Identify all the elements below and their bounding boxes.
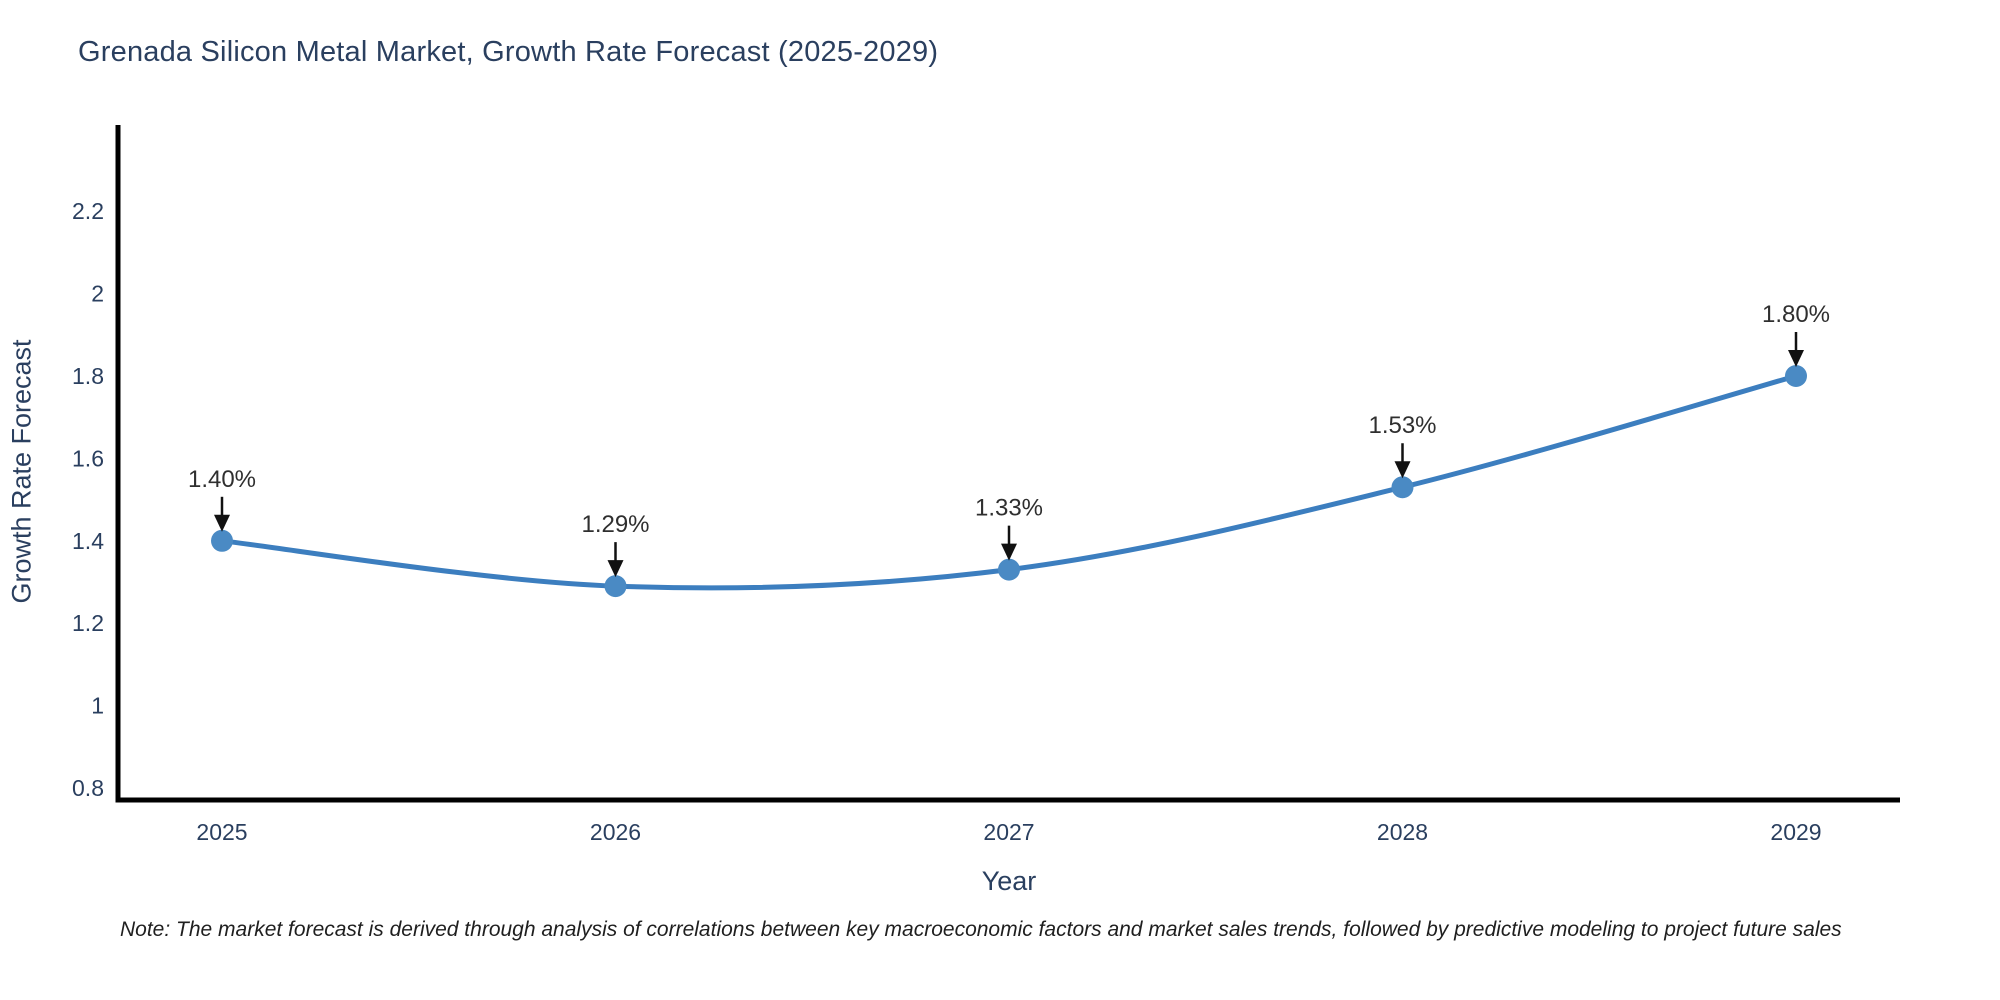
- x-tick-label: 2028: [1377, 819, 1428, 845]
- y-tick-label: 2: [91, 281, 104, 307]
- x-tick-label: 2026: [590, 819, 641, 845]
- chart-title: Grenada Silicon Metal Market, Growth Rat…: [78, 36, 939, 68]
- x-axis-label: Year: [981, 866, 1037, 896]
- annotation-arrowhead: [1394, 461, 1411, 479]
- y-tick-label: 1.8: [72, 363, 104, 389]
- data-point-2027: [998, 558, 1020, 581]
- y-tick-label: 2.2: [72, 198, 104, 224]
- y-tick-label: 1.2: [72, 610, 104, 636]
- annotation-label: 1.80%: [1762, 301, 1830, 328]
- footnote: Note: The market forecast is derived thr…: [120, 918, 1842, 941]
- annotation-arrowhead: [214, 514, 230, 532]
- annotation-label: 1.53%: [1368, 412, 1436, 439]
- annotation-arrowhead: [1788, 350, 1804, 367]
- annotation-arrowhead: [607, 560, 624, 578]
- annotation-label: 1.40%: [188, 466, 256, 493]
- y-tick-label: 1.6: [72, 445, 104, 471]
- annotation-label: 1.33%: [975, 495, 1043, 522]
- data-point-2026: [604, 575, 627, 598]
- annotation-arrowhead: [1001, 543, 1017, 561]
- data-point-2029: [1785, 365, 1807, 387]
- x-tick-label: 2027: [983, 819, 1034, 845]
- x-tick-label: 2025: [196, 819, 247, 845]
- data-point-2025: [211, 529, 233, 552]
- y-tick-label: 1: [91, 693, 104, 719]
- y-axis-label: Growth Rate Forecast: [6, 339, 37, 604]
- y-tick-label: 0.8: [72, 775, 104, 801]
- x-tick-label: 2029: [1770, 819, 1821, 845]
- y-tick-label: 1.4: [72, 528, 104, 554]
- data-point-2028: [1391, 476, 1414, 499]
- annotation-label: 1.29%: [581, 511, 649, 538]
